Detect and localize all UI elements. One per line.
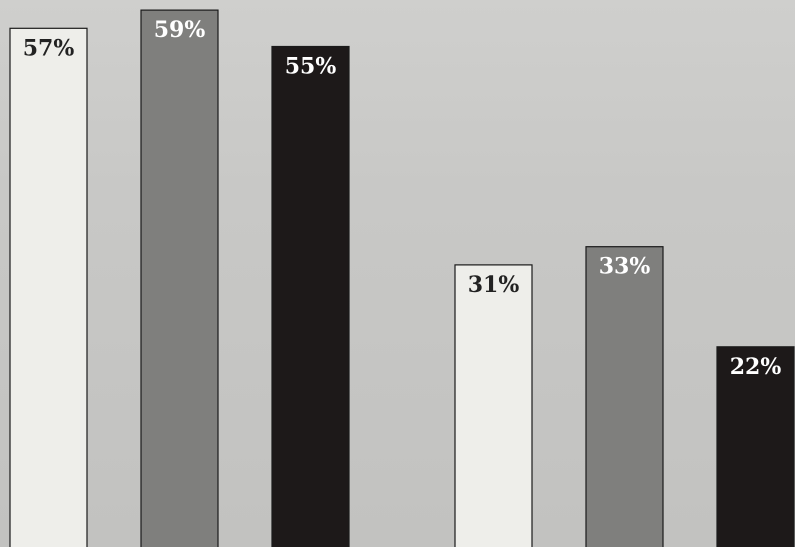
bar-value-label-1-2: 59%: [154, 17, 206, 43]
bar-1-2: [140, 9, 219, 547]
bar-2-3: [716, 346, 795, 547]
bar-value-label-2-2: 33%: [599, 254, 651, 280]
bar-value-label-2-1: 31%: [468, 272, 520, 298]
bar-value-label-1-3: 55%: [285, 54, 337, 80]
bar-1-1: [9, 27, 88, 547]
bar-value-label-2-3: 22%: [730, 354, 782, 380]
bar-2-2: [585, 246, 664, 547]
bar-1-3: [271, 45, 350, 547]
bar-2-1: [454, 264, 533, 547]
bar-value-label-1-1: 57%: [23, 35, 75, 61]
